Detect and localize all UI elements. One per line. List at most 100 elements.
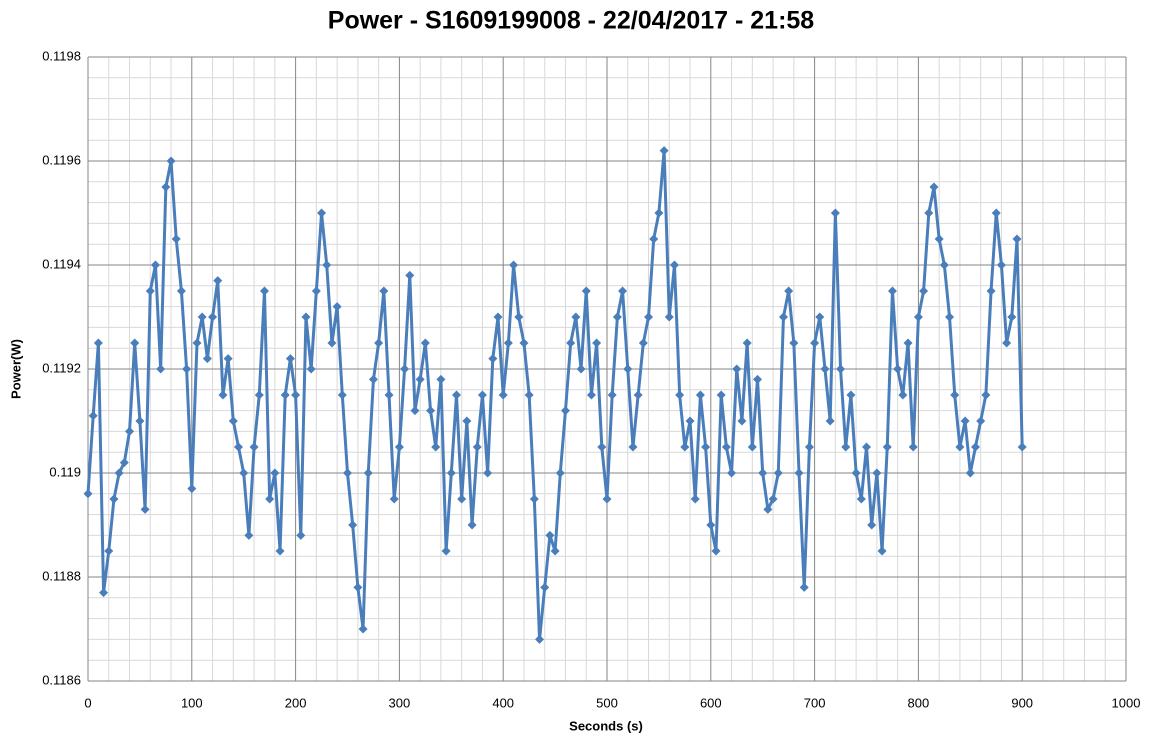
data-point: [955, 442, 965, 452]
data-point: [633, 390, 643, 400]
data-point: [208, 312, 218, 322]
data-point: [654, 208, 664, 218]
data-point: [394, 442, 404, 452]
data-point: [130, 338, 140, 348]
data-point: [519, 338, 529, 348]
data-point: [405, 270, 415, 280]
data-point: [337, 390, 347, 400]
data-point: [228, 416, 238, 426]
data-point: [612, 312, 622, 322]
data-point: [695, 390, 705, 400]
data-point: [467, 520, 477, 530]
data-point: [135, 416, 145, 426]
data-point: [690, 494, 700, 504]
data-point: [680, 442, 690, 452]
data-point: [810, 338, 820, 348]
data-point: [483, 468, 493, 478]
data-point: [187, 484, 197, 494]
data-point: [457, 494, 467, 504]
data-point: [789, 338, 799, 348]
data-point: [503, 338, 513, 348]
data-point: [239, 468, 249, 478]
data-point: [166, 156, 176, 166]
data-point: [410, 406, 420, 416]
data-point: [939, 260, 949, 270]
data-point: [970, 442, 980, 452]
data-point: [363, 468, 373, 478]
data-point: [773, 468, 783, 478]
data-point: [451, 390, 461, 400]
data-point: [804, 442, 814, 452]
data-point: [145, 286, 155, 296]
data-point: [862, 442, 871, 452]
data-point: [742, 338, 752, 348]
data-point: [119, 458, 129, 468]
data-point: [431, 442, 441, 452]
data-point: [498, 390, 508, 400]
data-point: [898, 390, 908, 400]
data-point: [249, 442, 259, 452]
y-axis-label: Power(W): [8, 339, 23, 399]
x-axis-label: Seconds (s): [569, 718, 643, 733]
data-point: [664, 312, 674, 322]
data-point: [830, 208, 840, 218]
data-point: [991, 208, 1001, 218]
data-point: [623, 364, 633, 374]
data-point: [213, 276, 223, 286]
data-point: [327, 338, 337, 348]
data-point: [202, 354, 212, 364]
data-point: [784, 286, 794, 296]
data-point: [675, 390, 685, 400]
data-point: [887, 286, 897, 296]
data-point: [763, 504, 773, 514]
data-point: [727, 468, 737, 478]
data-point: [1007, 312, 1017, 322]
data-point: [540, 582, 550, 592]
data-point: [618, 286, 628, 296]
x-tick-label: 200: [285, 695, 307, 710]
data-point: [436, 374, 446, 384]
data-point: [877, 546, 887, 556]
data-point: [799, 582, 809, 592]
data-point: [306, 364, 316, 374]
data-point: [182, 364, 192, 374]
data-point: [509, 260, 519, 270]
data-point: [488, 354, 498, 364]
data-point: [420, 338, 430, 348]
data-point: [960, 416, 970, 426]
data-point: [903, 338, 913, 348]
data-point: [343, 468, 352, 478]
data-point: [384, 390, 394, 400]
data-point: [400, 364, 410, 374]
data-point: [856, 494, 866, 504]
data-point: [555, 468, 565, 478]
data-point: [607, 390, 617, 400]
data-point: [322, 260, 332, 270]
data-point: [156, 364, 166, 374]
data-point: [919, 286, 929, 296]
data-point: [244, 530, 254, 540]
y-tick-label: 0.1198: [42, 48, 81, 63]
data-point: [825, 416, 835, 426]
data-point: [446, 468, 456, 478]
y-tick-label: 0.119: [49, 464, 81, 479]
data-point: [93, 338, 103, 348]
data-point: [924, 208, 934, 218]
data-point: [1017, 442, 1027, 452]
data-point: [893, 364, 903, 374]
x-tick-label: 700: [804, 695, 826, 710]
data-point: [415, 374, 425, 384]
data-point: [794, 468, 804, 478]
data-point: [348, 520, 358, 530]
data-point: [125, 426, 135, 436]
data-point: [1002, 338, 1012, 348]
data-point: [638, 338, 648, 348]
data-point: [368, 374, 378, 384]
x-tick-label: 600: [700, 695, 722, 710]
x-tick-label: 300: [389, 695, 411, 710]
data-point: [389, 494, 399, 504]
data-point: [524, 390, 534, 400]
data-point: [753, 374, 763, 384]
data-point: [535, 634, 545, 644]
